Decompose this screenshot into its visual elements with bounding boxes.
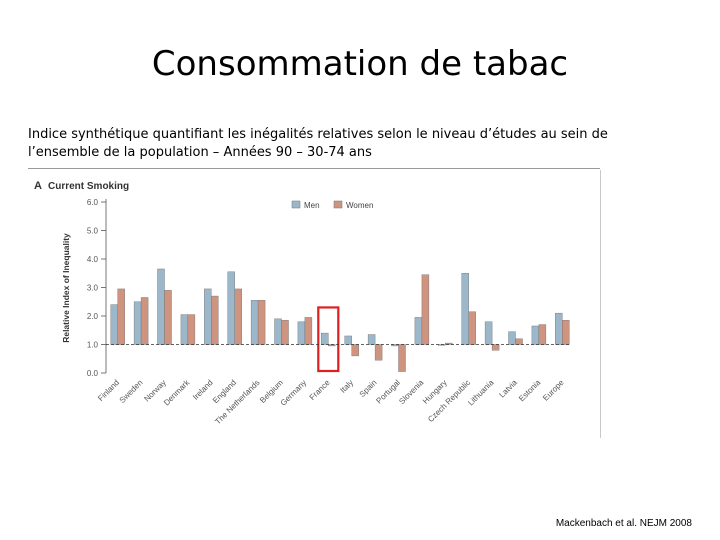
slide-subtitle: Indice synthétique quantifiant les inéga…: [28, 127, 608, 160]
bar-women-czech-republic: [468, 311, 476, 345]
y-tick-label: 5.0: [87, 227, 99, 236]
y-tick-label: 3.0: [87, 284, 99, 293]
bar-women-italy: [351, 344, 359, 357]
bar-men-italy: [344, 335, 352, 345]
x-tick-label-slovenia: Slovenia: [397, 378, 425, 406]
y-tick-label: 6.0: [87, 198, 99, 207]
bar-women-the-netherlands: [257, 300, 266, 345]
bar-women-ireland: [211, 295, 219, 345]
bar-men-lithuania: [484, 321, 493, 345]
bar-men-norway: [157, 268, 165, 345]
bar-women-europe: [562, 320, 570, 345]
bar-men-latvia: [508, 331, 516, 345]
bar-women-belgium: [281, 320, 289, 345]
highlight-box-france: [317, 306, 340, 373]
bar-men-france: [321, 332, 329, 345]
y-tick-label: 2.0: [87, 312, 99, 321]
legend-swatch-men: [291, 200, 301, 209]
bar-men-czech-republic: [461, 273, 469, 345]
bar-men-england: [227, 271, 235, 345]
y-tick-label: 1.0: [87, 341, 99, 350]
divider: [28, 168, 600, 169]
bar-men-the-netherlands: [250, 300, 259, 345]
bar-women-portugal: [398, 344, 406, 372]
bar-men-ireland: [204, 288, 212, 345]
bar-women-spain: [374, 344, 383, 361]
bar-men-belgium: [274, 318, 282, 345]
x-tick-label-denmark: Denmark: [162, 377, 192, 407]
x-tick-label-sweden: Sweden: [118, 378, 145, 405]
x-tick-label-italy: Italy: [338, 378, 355, 395]
bar-men-estonia: [531, 325, 540, 345]
y-tick-label: 4.0: [87, 255, 99, 264]
y-axis-label: Relative Index of Inequality: [61, 233, 71, 343]
slide-title: Consommation de tabac: [151, 44, 569, 84]
bar-women-germany: [304, 317, 313, 345]
bar-men-europe: [555, 312, 563, 345]
citation: Mackenbach et al. NEJM 2008: [555, 518, 692, 529]
chart-legend: Men Women: [291, 200, 373, 210]
legend-label-women: Women: [346, 201, 373, 210]
bar-women-england: [234, 288, 242, 345]
bar-men-finland: [110, 304, 118, 345]
bar-men-slovenia: [414, 317, 423, 345]
x-tick-label-france: France: [308, 378, 332, 402]
bar-women-lithuania: [491, 344, 500, 351]
x-tick-label-lithuania: Lithuania: [466, 378, 496, 408]
bar-women-denmark: [187, 314, 196, 345]
bar-women-finland: [117, 288, 125, 345]
bar-men-spain: [367, 334, 376, 345]
x-tick-label-spain: Spain: [358, 378, 379, 399]
y-tick-label: 0.0: [87, 369, 99, 378]
bar-men-sweden: [133, 301, 142, 345]
bar-women-estonia: [538, 324, 547, 345]
x-tick-label-europe: Europe: [541, 378, 566, 403]
x-tick-label-germany: Germany: [279, 378, 309, 408]
chart-title: Current Smoking: [48, 181, 129, 192]
x-tick-label-the-netherlands: The Netherlands: [213, 378, 261, 426]
bar-men-denmark: [180, 314, 189, 345]
x-tick-label-estonia: Estonia: [517, 378, 543, 404]
legend-swatch-women: [333, 200, 343, 209]
panel-label: A: [34, 180, 42, 192]
bar-women-norway: [164, 290, 172, 345]
bar-women-latvia: [515, 338, 523, 345]
chart-figure: A Current Smoking Relative Index of Ineq…: [28, 170, 601, 438]
bar-chart: A Current Smoking Relative Index of Ineq…: [34, 180, 570, 426]
bar-men-germany: [297, 321, 306, 345]
legend-label-men: Men: [304, 201, 320, 210]
x-tick-label-latvia: Latvia: [497, 378, 519, 400]
bar-women-slovenia: [421, 274, 430, 345]
bar-women-sweden: [140, 297, 149, 345]
